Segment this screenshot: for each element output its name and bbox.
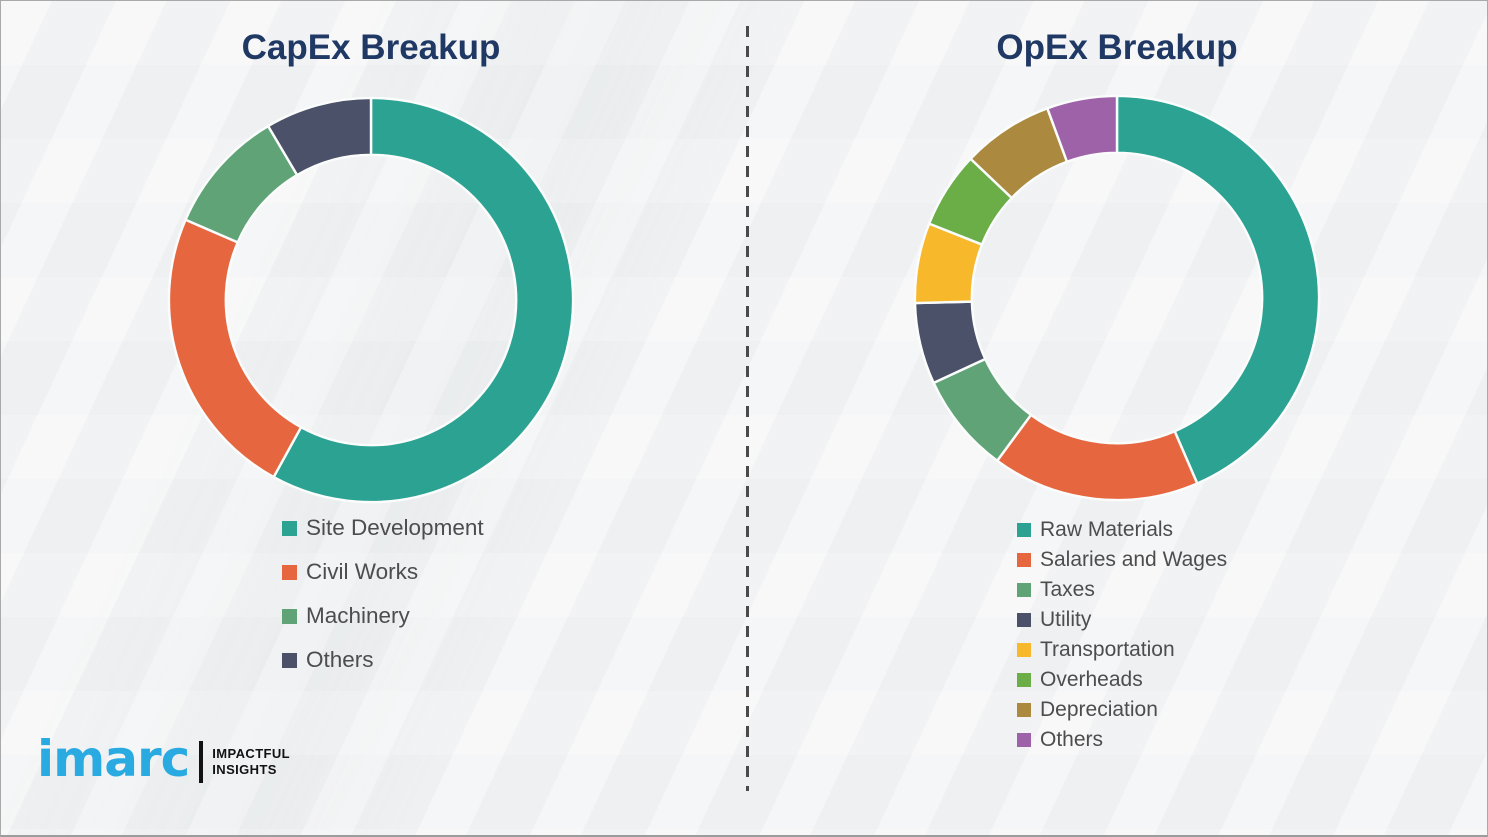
- legend-label: Transportation: [1040, 638, 1175, 661]
- capex-title: CapEx Breakup: [241, 28, 501, 67]
- opex-donut-chart: [913, 94, 1321, 502]
- legend-item: Utility: [1017, 608, 1227, 632]
- legend-item: Civil Works: [282, 559, 484, 585]
- opex-title: OpEx Breakup: [996, 28, 1238, 67]
- legend-swatch: [1017, 643, 1031, 657]
- legend-swatch: [282, 564, 297, 580]
- divider-dashed-line: [746, 26, 749, 791]
- legend-label: Others: [1040, 728, 1104, 751]
- donut-segment-others: [1046, 94, 1119, 163]
- legend-item: Site Development: [282, 515, 484, 541]
- legend-label: Taxes: [1040, 578, 1095, 601]
- legend-swatch: [1017, 673, 1031, 687]
- legend-item: Transportation: [1017, 638, 1227, 662]
- legend-label: Civil Works: [306, 559, 419, 584]
- legend-item: Overheads: [1017, 668, 1227, 692]
- legend-swatch: [1017, 703, 1031, 717]
- imarc-logo-divider-bar: [199, 741, 204, 783]
- legend-label: Others: [306, 647, 374, 672]
- legend-label: Machinery: [306, 603, 410, 628]
- legend-label: Overheads: [1040, 668, 1143, 691]
- legend-swatch: [1017, 553, 1031, 567]
- imarc-logo-tagline: IMPACTFUL INSIGHTS: [212, 746, 290, 777]
- legend-swatch: [1017, 523, 1031, 537]
- legend-label: Depreciation: [1040, 698, 1158, 721]
- imarc-tagline-line1: IMPACTFUL: [212, 746, 291, 762]
- capex-donut-chart: [167, 96, 575, 504]
- legend-item: Salaries and Wages: [1017, 548, 1227, 572]
- imarc-logo-text: imarc: [37, 730, 190, 788]
- legend-label: Salaries and Wages: [1040, 548, 1228, 571]
- legend-item: Depreciation: [1017, 698, 1227, 722]
- legend-item: Others: [282, 647, 484, 673]
- donut-segment-others: [266, 96, 373, 177]
- legend-swatch: [1017, 733, 1031, 747]
- donut-segment-site-development: [272, 96, 575, 504]
- legend-label: Site Development: [306, 515, 484, 540]
- imarc-logo: imarc IMPACTFUL INSIGHTS: [37, 734, 290, 784]
- legend-item: Machinery: [282, 603, 484, 629]
- legend-swatch: [1017, 583, 1031, 597]
- legend-swatch: [1017, 613, 1031, 627]
- capex-legend: Site Development Civil Works Machinery Othe…: [282, 515, 484, 691]
- legend-item: Taxes: [1017, 578, 1227, 602]
- legend-label: Raw Materials: [1040, 518, 1174, 541]
- donut-segment-civil-works: [167, 218, 303, 479]
- legend-label: Utility: [1040, 608, 1092, 631]
- legend-item: Others: [1017, 728, 1227, 752]
- legend-swatch: [282, 652, 297, 668]
- donut-segment-raw-materials: [1115, 94, 1321, 485]
- imarc-tagline-line2: INSIGHTS: [212, 762, 277, 777]
- legend-swatch: [282, 608, 297, 624]
- donut-segment-salaries-and-wages: [995, 413, 1199, 502]
- legend-swatch: [282, 520, 297, 536]
- legend-item: Raw Materials: [1017, 518, 1227, 542]
- opex-legend: Raw Materials Salaries and Wages Taxes Util…: [1017, 518, 1227, 758]
